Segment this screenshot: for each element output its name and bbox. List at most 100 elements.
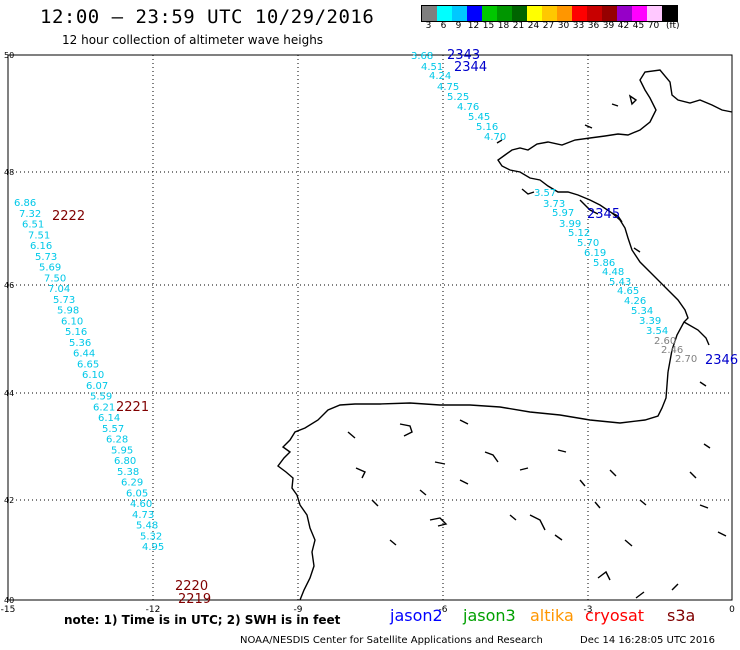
pass-label: 2220 bbox=[175, 579, 208, 594]
legend-label: 24 bbox=[527, 21, 540, 31]
legend-swatch bbox=[662, 6, 677, 21]
wave-height-west: 6.21 bbox=[93, 402, 115, 413]
legend-label: 3 bbox=[425, 21, 432, 31]
y-tick-label: 42 bbox=[4, 496, 14, 505]
legend-label: 39 bbox=[602, 21, 615, 31]
x-tick-label: -9 bbox=[294, 605, 303, 615]
wave-height-east: 4.65 bbox=[617, 286, 639, 297]
y-tick-label: 50 bbox=[4, 51, 14, 60]
legend-label: 27 bbox=[542, 21, 555, 31]
legend-swatch bbox=[497, 6, 512, 21]
wave-height-east: 3.39 bbox=[639, 316, 661, 327]
wave-height-west: 6.65 bbox=[77, 359, 99, 370]
wave-height-east: 5.12 bbox=[568, 228, 590, 239]
pass-label: 2221 bbox=[116, 400, 149, 415]
satellite-jason2: jason2 bbox=[390, 606, 443, 625]
wave-height-west: 6.14 bbox=[98, 413, 120, 424]
legend-swatch bbox=[602, 6, 617, 21]
wave-height-low: 2.60 bbox=[654, 336, 676, 347]
legend-swatch bbox=[542, 6, 557, 21]
wave-height-north: 4.24 bbox=[429, 71, 451, 82]
wave-height-north: 5.16 bbox=[476, 122, 498, 133]
footer-timestamp: Dec 14 16:28:05 UTC 2016 bbox=[580, 635, 715, 646]
x-tick-label: -3 bbox=[584, 605, 593, 615]
wave-height-north: 4.70 bbox=[484, 132, 506, 143]
wave-height-east: 6.19 bbox=[584, 248, 606, 259]
page-subtitle: 12 hour collection of altimeter wave hei… bbox=[62, 33, 324, 47]
legend-label: 9 bbox=[455, 21, 462, 31]
wave-height-east: 3.99 bbox=[559, 219, 581, 230]
legend-label: 12 bbox=[467, 21, 480, 31]
x-tick-label: -15 bbox=[1, 605, 16, 615]
wave-height-west: 6.05 bbox=[126, 488, 148, 499]
wave-height-west: 4.73 bbox=[132, 510, 154, 521]
pass-label: 2343 bbox=[447, 48, 480, 63]
legend-swatch bbox=[437, 6, 452, 21]
pass-label: 2344 bbox=[454, 60, 487, 75]
wave-height-west: 7.32 bbox=[19, 209, 41, 220]
y-tick-label: 40 bbox=[4, 596, 14, 605]
page-title: 12:00 – 23:59 UTC 10/29/2016 bbox=[40, 6, 375, 28]
legend-label: 15 bbox=[482, 21, 495, 31]
wave-height-east: 4.26 bbox=[624, 296, 646, 307]
wave-height-low: 2.70 bbox=[675, 354, 697, 365]
wave-height-east: 3.54 bbox=[646, 326, 668, 337]
axis-ticks: -15 -12 -9 -6 -3 0 50 48 46 44 42 40 bbox=[1, 51, 735, 615]
legend-unit: (ft) bbox=[666, 21, 680, 31]
legend-label: 45 bbox=[632, 21, 645, 31]
wave-height-west: 6.44 bbox=[73, 349, 95, 360]
wave-height-west: 6.10 bbox=[82, 370, 104, 381]
wave-height-east: 5.97 bbox=[552, 208, 574, 219]
wave-height-east: 3.57 bbox=[534, 188, 556, 199]
wave-height-west: 5.48 bbox=[136, 521, 158, 532]
x-tick-label: -12 bbox=[146, 605, 161, 615]
wave-height-north: 5.25 bbox=[447, 92, 469, 103]
wave-height-west: 5.73 bbox=[35, 252, 57, 263]
legend-swatch bbox=[647, 6, 662, 21]
legend-swatch bbox=[632, 6, 647, 21]
altimeter-tracks: 6.867.326.517.516.165.735.697.507.045.73… bbox=[14, 51, 697, 553]
legend-label: 36 bbox=[587, 21, 600, 31]
wave-height-west: 6.80 bbox=[114, 456, 136, 467]
footer-credit: NOAA/NESDIS Center for Satellite Applica… bbox=[240, 635, 543, 646]
wave-height-north: 4.76 bbox=[457, 102, 479, 113]
satellite-cryosat: cryosat bbox=[585, 606, 645, 625]
legend-swatch bbox=[572, 6, 587, 21]
wave-height-west: 5.16 bbox=[65, 327, 87, 338]
wave-height-west: 7.50 bbox=[44, 273, 66, 284]
legend-swatch bbox=[617, 6, 632, 21]
legend-label: 42 bbox=[617, 21, 630, 31]
wave-height-west: 5.32 bbox=[140, 531, 162, 542]
wave-height-west: 7.51 bbox=[28, 230, 50, 241]
pass-label: 2219 bbox=[178, 592, 211, 607]
wave-height-west: 5.38 bbox=[117, 467, 139, 478]
wave-height-east: 4.48 bbox=[602, 267, 624, 278]
legend-swatch bbox=[422, 6, 437, 21]
x-tick-label: 0 bbox=[729, 605, 735, 615]
wave-height-west: 6.51 bbox=[22, 220, 44, 231]
satellite-s3a: s3a bbox=[667, 606, 696, 625]
legend-label: 70 bbox=[647, 21, 660, 31]
pass-label: 2222 bbox=[52, 209, 85, 224]
wave-height-west: 7.04 bbox=[48, 284, 70, 295]
wave-height-west: 5.57 bbox=[102, 424, 124, 435]
wave-height-west: 5.95 bbox=[111, 445, 133, 456]
legend-swatch bbox=[512, 6, 527, 21]
pass-label: 2346 bbox=[705, 353, 738, 368]
y-tick-label: 44 bbox=[4, 389, 14, 398]
wave-height-north: 4.75 bbox=[437, 82, 459, 93]
map-frame bbox=[7, 54, 733, 601]
wave-height-north: 4.51 bbox=[421, 62, 443, 73]
footer-note: note: 1) Time is in UTC; 2) SWH is in fe… bbox=[64, 613, 341, 627]
y-tick-label: 46 bbox=[4, 281, 14, 290]
satellite-jason3: jason3 bbox=[463, 606, 516, 625]
wave-height-east: 5.34 bbox=[631, 306, 653, 317]
wave-height-west: 6.28 bbox=[106, 435, 128, 446]
wave-height-north: 3.68 bbox=[411, 51, 433, 62]
wave-height-west: 5.59 bbox=[90, 392, 112, 403]
y-tick-label: 48 bbox=[4, 168, 14, 177]
wave-height-west: 6.10 bbox=[61, 316, 83, 327]
wave-height-west: 6.29 bbox=[121, 478, 143, 489]
wave-height-west: 5.73 bbox=[53, 295, 75, 306]
wave-height-west: 6.16 bbox=[30, 241, 52, 252]
